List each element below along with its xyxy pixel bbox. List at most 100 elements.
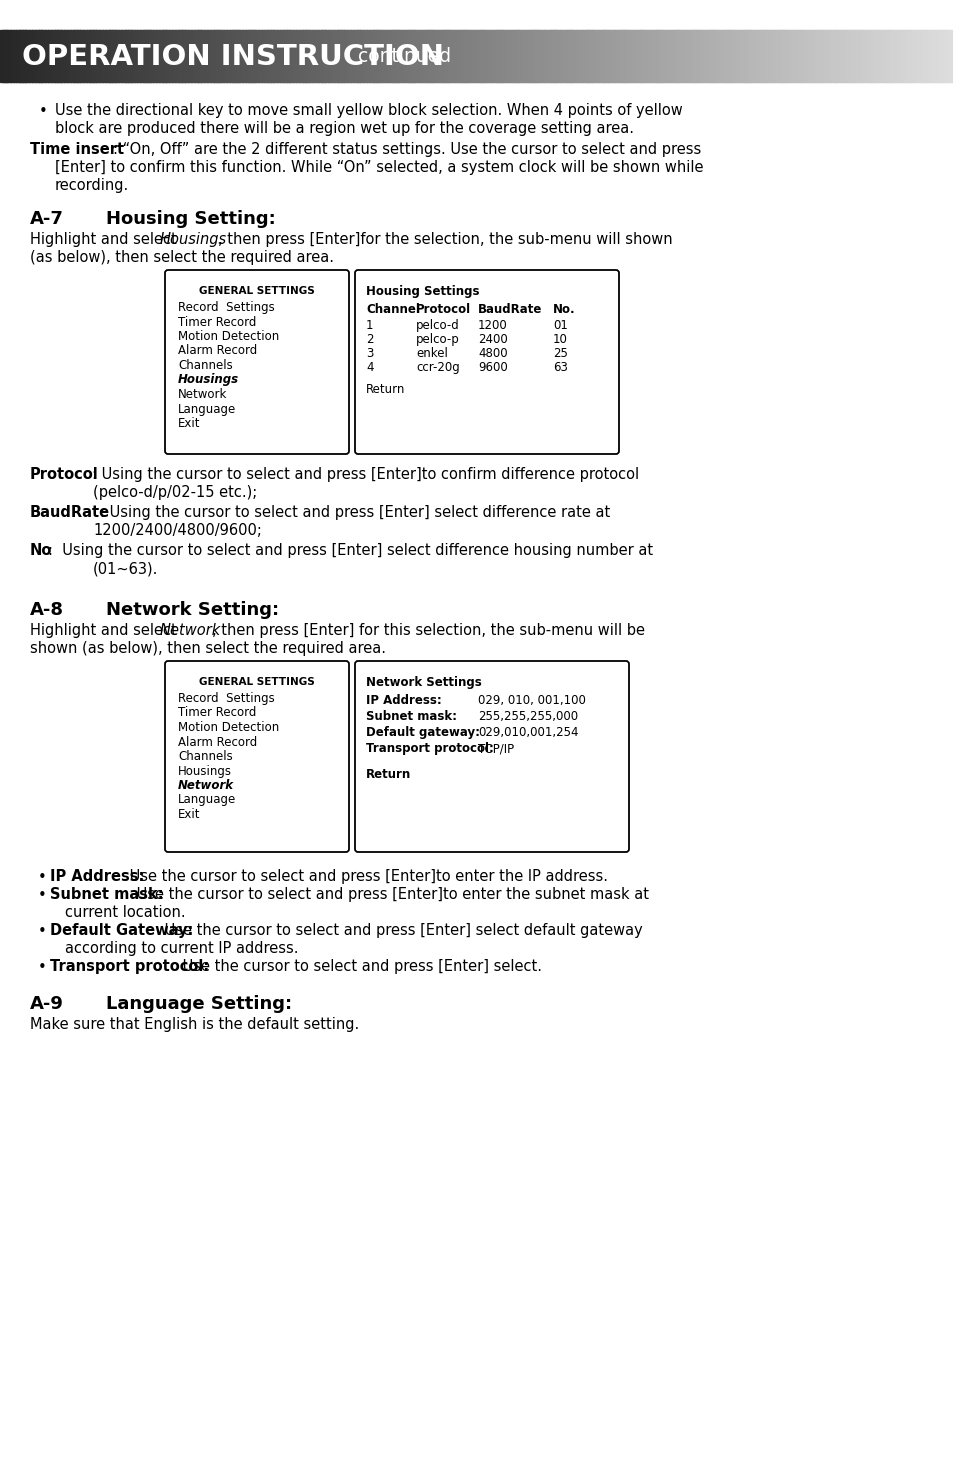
Text: current location.: current location. [65, 906, 186, 920]
Bar [905, 30, 910, 83]
Bar [779, 30, 783, 83]
Bar [308, 30, 313, 83]
Bar [636, 30, 640, 83]
Bar [200, 30, 205, 83]
Text: block are produced there will be a region wet up for the coverage setting area.: block are produced there will be a regio… [55, 121, 634, 136]
Bar [556, 30, 560, 83]
Bar [359, 30, 364, 83]
Bar [334, 30, 338, 83]
Bar [331, 30, 335, 83]
Bar [607, 30, 612, 83]
Bar [143, 30, 148, 83]
Text: Housing Setting:: Housing Setting: [106, 209, 275, 229]
Bar [98, 30, 103, 83]
Bar [880, 30, 884, 83]
Text: Exit: Exit [178, 417, 200, 431]
Bar [343, 30, 348, 83]
Bar [784, 30, 789, 83]
Bar [229, 30, 233, 83]
Text: Return: Return [366, 384, 405, 395]
Bar [699, 30, 703, 83]
Text: Make sure that English is the default setting.: Make sure that English is the default se… [30, 1016, 359, 1032]
Bar [257, 30, 262, 83]
Text: •: • [38, 888, 47, 903]
Bar [381, 30, 386, 83]
Bar [578, 30, 583, 83]
Text: 01: 01 [553, 319, 567, 332]
Bar [896, 30, 901, 83]
Bar [410, 30, 415, 83]
Bar [836, 30, 841, 83]
Bar [10, 30, 14, 83]
Text: Motion Detection: Motion Detection [178, 330, 279, 344]
Bar [460, 30, 465, 83]
Bar [788, 30, 793, 83]
Bar [474, 30, 478, 83]
Text: 1: 1 [366, 319, 374, 332]
Text: GENERAL SETTINGS: GENERAL SETTINGS [199, 286, 314, 296]
Bar [769, 30, 774, 83]
Bar [689, 30, 694, 83]
Bar [505, 30, 510, 83]
Text: Housing Settings: Housing Settings [366, 285, 479, 298]
Text: OPERATION INSTRUCTION: OPERATION INSTRUCTION [22, 43, 443, 71]
Bar [820, 30, 824, 83]
Bar [517, 30, 522, 83]
Bar [254, 30, 259, 83]
Text: pelco-d: pelco-d [416, 319, 459, 332]
Bar [394, 30, 398, 83]
Bar [527, 30, 532, 83]
Text: 255,255,255,000: 255,255,255,000 [477, 709, 578, 723]
Bar [384, 30, 389, 83]
Bar [848, 30, 853, 83]
FancyBboxPatch shape [165, 661, 349, 853]
Bar [305, 30, 310, 83]
Bar [289, 30, 294, 83]
Text: Alarm Record: Alarm Record [178, 345, 257, 357]
Bar [298, 30, 303, 83]
Text: Language: Language [178, 403, 236, 416]
Text: •: • [38, 870, 47, 885]
Bar [622, 30, 627, 83]
Text: : Using the cursor to select and press [Enter]to confirm difference protocol: : Using the cursor to select and press [… [91, 468, 639, 482]
Bar [658, 30, 662, 83]
Text: 63: 63 [553, 361, 567, 375]
Bar [270, 30, 274, 83]
Bar [543, 30, 548, 83]
Bar [19, 30, 24, 83]
Bar [248, 30, 253, 83]
Bar [162, 30, 167, 83]
Bar [150, 30, 154, 83]
Bar [565, 30, 570, 83]
Bar [372, 30, 376, 83]
Text: Language Setting:: Language Setting: [106, 996, 292, 1013]
Bar [626, 30, 631, 83]
Bar [521, 30, 526, 83]
Bar [51, 30, 55, 83]
Bar [775, 30, 780, 83]
Text: shown (as below), then select the required area.: shown (as below), then select the requir… [30, 642, 386, 656]
Text: Use the cursor to select and press [Enter] select default gateway: Use the cursor to select and press [Ente… [160, 923, 642, 938]
Bar [610, 30, 615, 83]
Text: , then press [Enter] for this selection, the sub-menu will be: , then press [Enter] for this selection,… [212, 622, 644, 639]
Bar [874, 30, 879, 83]
Bar [765, 30, 770, 83]
Bar [235, 30, 240, 83]
Bar [889, 30, 894, 83]
Text: No.: No. [553, 302, 575, 316]
Bar [76, 30, 81, 83]
Bar [496, 30, 500, 83]
Text: •: • [39, 105, 48, 119]
Bar [169, 30, 173, 83]
Bar [112, 30, 116, 83]
Text: [Enter] to confirm this function. While “On” selected, a system clock will be sh: [Enter] to confirm this function. While … [55, 159, 702, 176]
Bar [753, 30, 758, 83]
Bar [403, 30, 408, 83]
Bar [632, 30, 637, 83]
Bar [902, 30, 907, 83]
Bar [603, 30, 608, 83]
Text: Channel: Channel [366, 302, 419, 316]
Bar [641, 30, 646, 83]
Bar [943, 30, 948, 83]
Text: Timer Record: Timer Record [178, 316, 256, 329]
